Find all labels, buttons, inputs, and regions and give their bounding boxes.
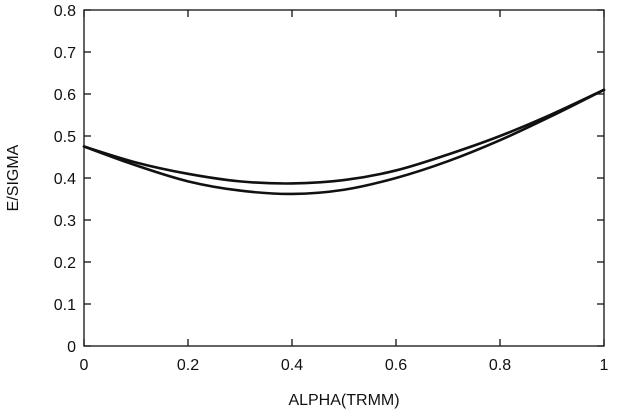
x-tick-label: 0 <box>80 357 89 374</box>
series-layer <box>82 88 606 196</box>
plot-frame <box>83 9 605 347</box>
y-tick-label: 0.4 <box>54 171 76 188</box>
x-tick-label: 0.4 <box>281 357 303 374</box>
y-tick-label: 0.7 <box>54 45 76 62</box>
x-tick-label: 0.2 <box>177 357 199 374</box>
ticks-layer <box>83 9 605 347</box>
y-tick-label: 0.1 <box>54 297 76 314</box>
y-tick-label: 0.6 <box>54 87 76 104</box>
x-tick-label: 1 <box>600 357 609 374</box>
x-tick-label: 0.8 <box>489 357 511 374</box>
series-line-1 <box>82 88 606 185</box>
y-tick-label: 0 <box>67 339 76 356</box>
x-axis-label: ALPHA(TRMM) <box>288 392 399 409</box>
tick-labels-layer: 0 0.2 0.4 0.6 0.8 1 0 0.1 0.2 0.3 0.4 0.5 0.6 0.7 0.8 <box>54 3 609 374</box>
series-line-2 <box>82 88 606 196</box>
y-tick-label: 0.5 <box>54 129 76 146</box>
y-tick-label: 0.8 <box>54 3 76 20</box>
x-tick-label: 0.6 <box>385 357 407 374</box>
y-axis-label: E/SIGMA <box>5 144 22 211</box>
y-tick-label: 0.3 <box>54 213 76 230</box>
y-tick-label: 0.2 <box>54 255 76 272</box>
